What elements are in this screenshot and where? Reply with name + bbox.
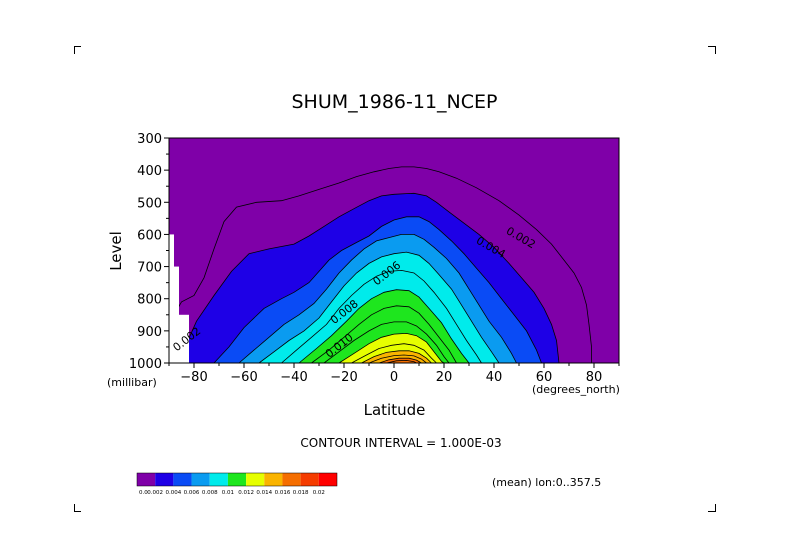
contour-line-0 [181, 192, 560, 364]
legend-label-7: 0.014 [256, 490, 272, 496]
outer-contour-line-0 [173, 166, 592, 363]
contour-line-10 [361, 350, 432, 364]
contour-line-11 [368, 354, 427, 364]
legend-label-0: 0.0 [139, 490, 148, 496]
y-tick-label-3: 600 [137, 228, 162, 243]
legend-swatch-4 [209, 473, 228, 486]
missing-data-block-1 [174, 266, 179, 363]
contour-line-2 [238, 233, 517, 364]
contour-line-12 [378, 357, 422, 364]
annotation-mean-lon: (mean) lon:0..357.5 [492, 476, 601, 489]
y-tick-label-6: 900 [137, 325, 162, 340]
legend-label-9: 0.018 [293, 490, 309, 496]
y-tick-label-5: 800 [137, 293, 162, 308]
x-axis-label: Latitude [364, 401, 426, 419]
x-tick-label-3: −20 [330, 370, 357, 385]
y-tick-label-1: 400 [137, 164, 162, 179]
x-tick-label-8: 80 [586, 370, 603, 385]
y-axis: 300 400 500 600 700 800 900 1000 [129, 132, 169, 372]
contour-line-7 [323, 321, 450, 364]
crop-marks [74, 46, 716, 512]
contour-lines [173, 166, 592, 364]
legend-label-4: 0.008 [202, 490, 218, 496]
contour-line-8 [338, 332, 445, 364]
x-tick-label-1: −60 [230, 370, 257, 385]
legend-label-1: 0.002 [147, 490, 163, 496]
y-tick-label-7: 1000 [129, 357, 162, 372]
y-tick-label-0: 300 [137, 132, 162, 147]
legend-swatch-5 [227, 473, 247, 486]
contour-line-9 [351, 343, 437, 364]
contour-interval: CONTOUR INTERVAL = 1.000E-03 [300, 436, 501, 450]
x-tick-label-4: 0 [390, 370, 398, 385]
color-legend: 0.0 0.002 0.004 0.006 0.008 0.01 0.012 0.014 0.0… [136, 472, 338, 496]
legend-swatch-3 [191, 473, 210, 486]
x-axis: −80 −60 −40 −20 0 20 40 60 80 [168, 363, 620, 385]
x-tick-label-2: −40 [280, 370, 307, 385]
legend-label-6: 0.012 [238, 490, 254, 496]
legend-swatch-1 [155, 473, 174, 486]
contour-line-13 [386, 359, 417, 364]
legend-swatch-0 [137, 473, 156, 486]
contour-line-6 [311, 305, 457, 364]
legend-swatch-6 [246, 473, 265, 486]
x-tick-label-7: 60 [536, 370, 553, 385]
y-tick-label-4: 700 [137, 261, 162, 276]
chart-title: SHUM_1986-11_NCEP [292, 91, 498, 113]
legend-swatch-7 [264, 473, 283, 486]
legend-swatch-2 [173, 473, 192, 486]
legend-swatch-10 [318, 473, 337, 486]
legend-label-2: 0.004 [165, 490, 181, 496]
missing-data-mask [169, 234, 189, 363]
y-tick-label-2: 500 [137, 196, 162, 211]
x-tick-label-5: 20 [436, 370, 453, 385]
legend-swatch-8 [282, 473, 301, 486]
x-axis-units: (degrees_north) [532, 383, 620, 396]
legend-swatch-9 [300, 473, 319, 486]
contour-line-1 [213, 216, 542, 364]
legend-label-10: 0.02 [313, 490, 325, 496]
legend-frame [136, 472, 338, 487]
contour-line-5 [298, 289, 470, 364]
contour-line-3 [258, 251, 500, 364]
legend-label-8: 0.016 [275, 490, 291, 496]
y-axis-label: Level [107, 231, 125, 271]
missing-data-block-0 [169, 234, 174, 363]
legend-label-3: 0.006 [184, 490, 200, 496]
legend-label-5: 0.01 [222, 490, 234, 496]
y-axis-units: (millibar) [107, 376, 157, 389]
x-tick-label-6: 40 [486, 370, 503, 385]
contour-line-4 [281, 269, 482, 364]
x-tick-label-0: −80 [180, 370, 207, 385]
missing-data-block-2 [179, 314, 189, 363]
